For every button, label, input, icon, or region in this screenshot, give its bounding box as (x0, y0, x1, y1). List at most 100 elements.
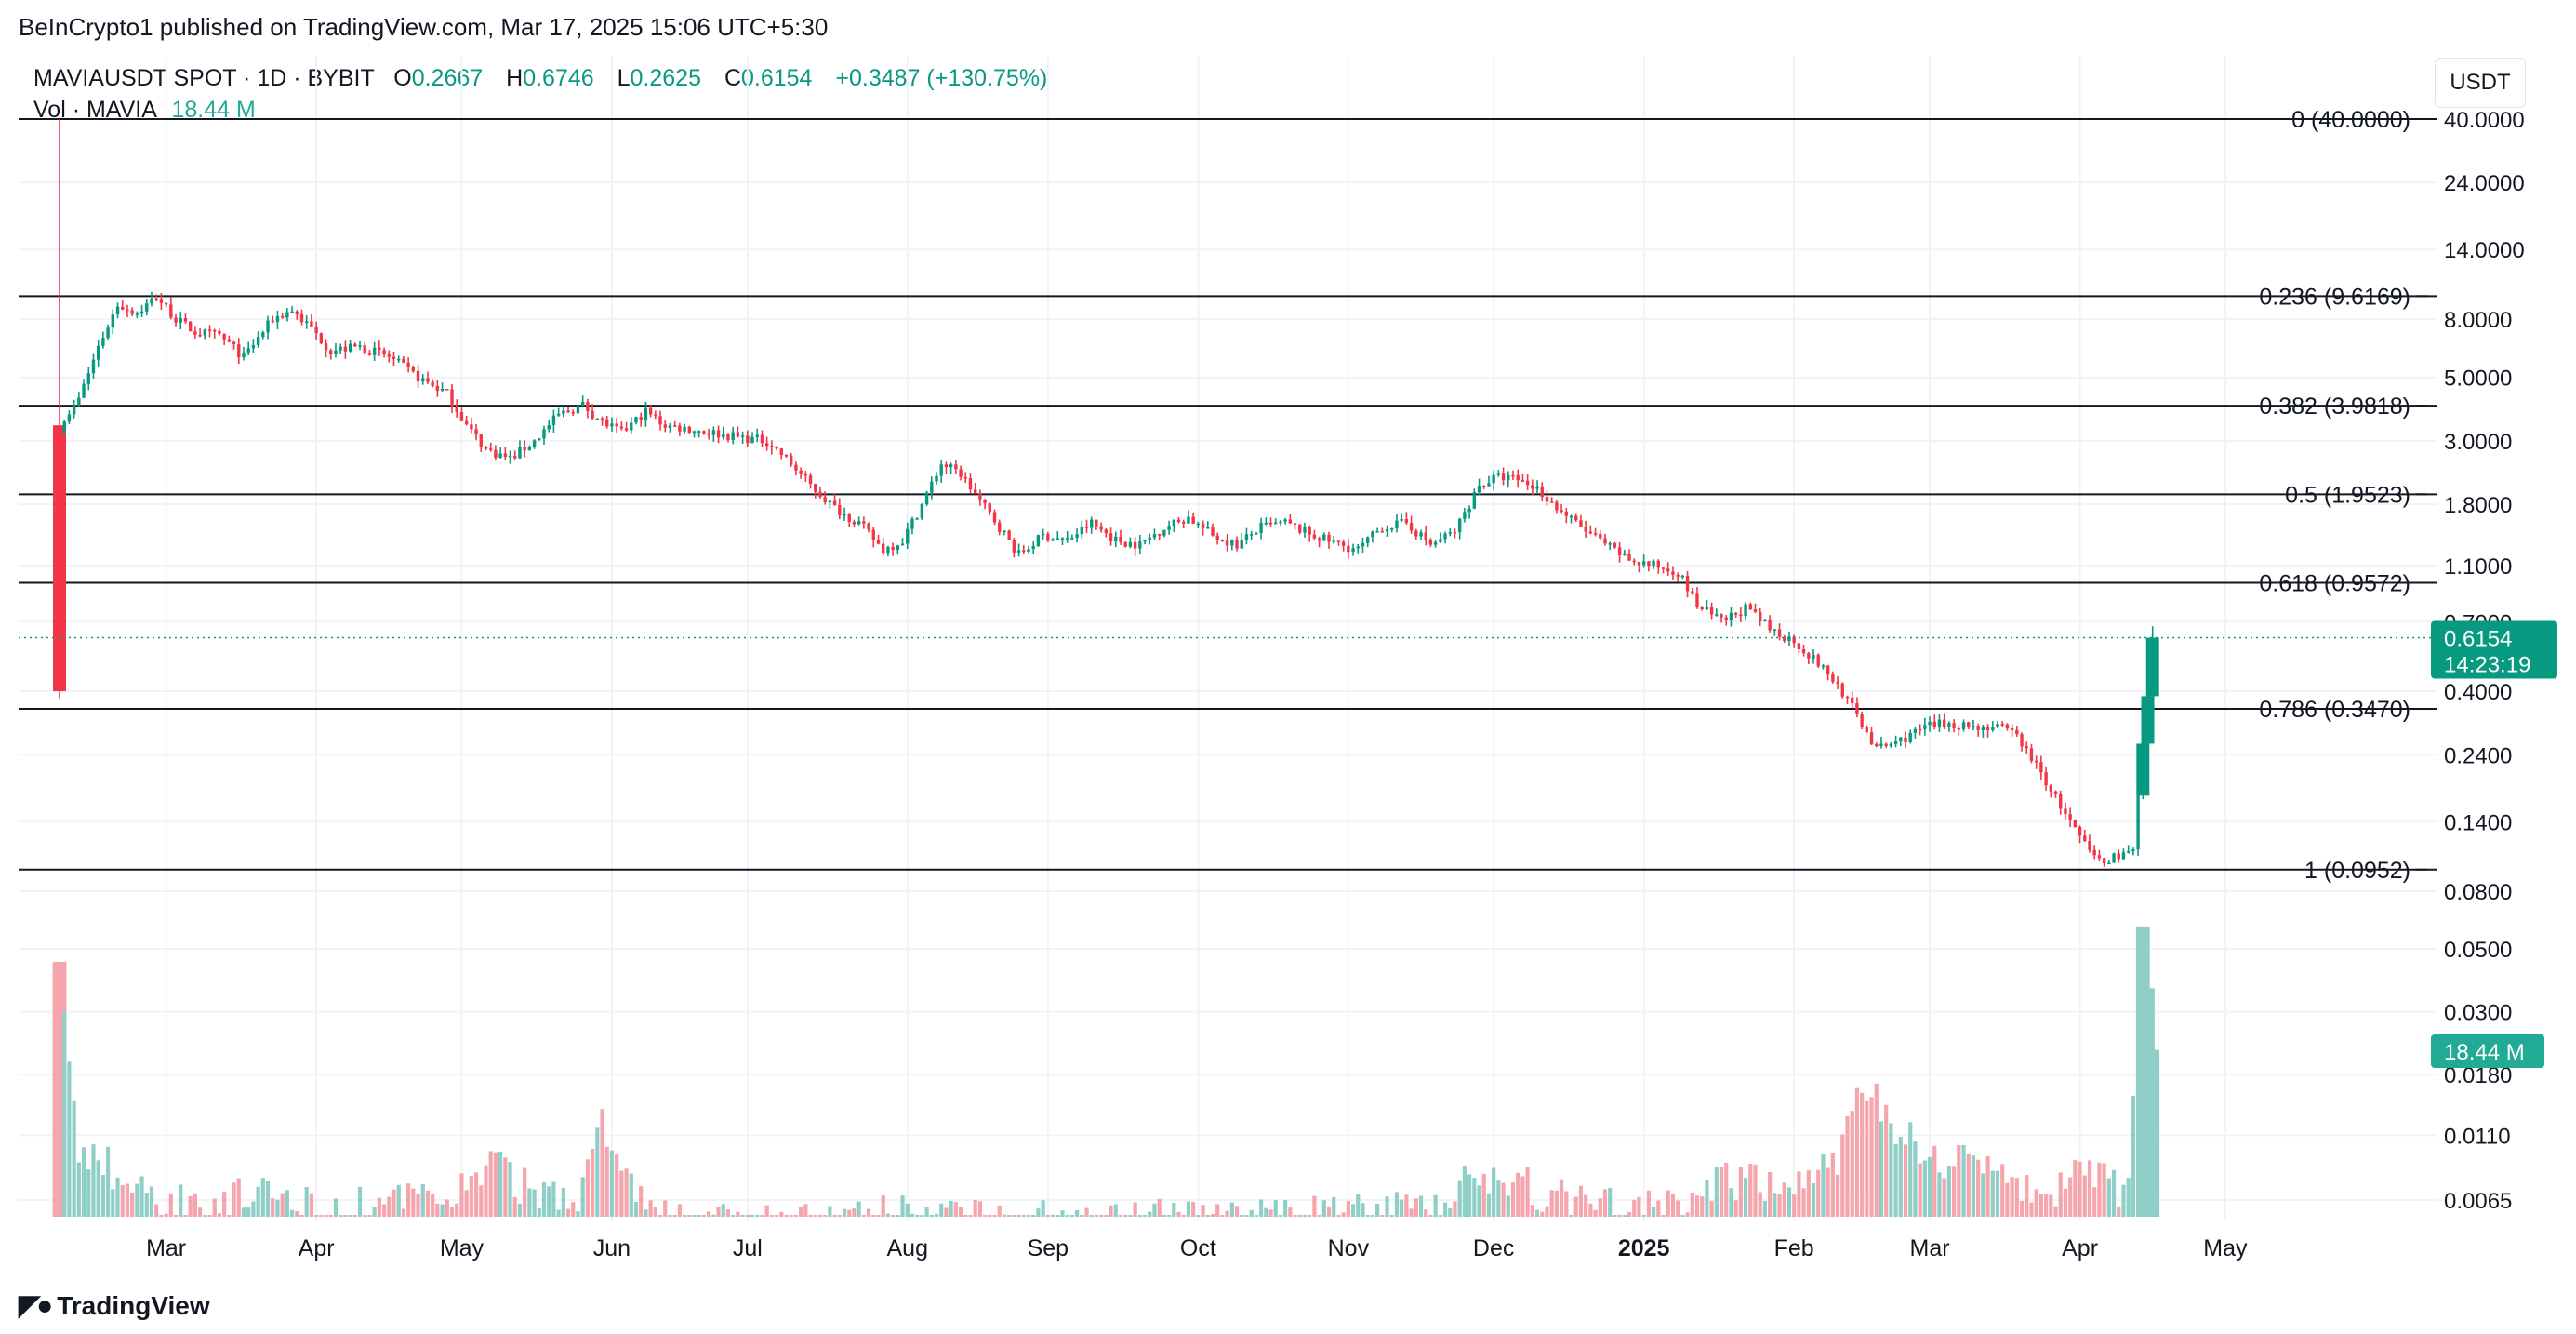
candle-body (1685, 575, 1690, 592)
candle-body (494, 449, 498, 458)
candle-body (1705, 607, 1709, 610)
candle-body (513, 455, 517, 459)
volume-bar (624, 1168, 629, 1217)
candle-body (227, 339, 232, 342)
candle-body (106, 327, 110, 339)
candle-body (1928, 721, 1932, 726)
volume-bar (2000, 1164, 2005, 1217)
candle-body (992, 512, 997, 523)
candle-body (1588, 531, 1593, 534)
volume-bar (1152, 1203, 1157, 1217)
volume-bar (523, 1167, 527, 1217)
candle-body (1308, 527, 1311, 535)
candle-body (1520, 480, 1525, 482)
volume-bar (1341, 1212, 1346, 1217)
volume-bar (493, 1152, 498, 1217)
candle-body (1031, 545, 1035, 550)
volume-bar (1021, 1215, 1026, 1217)
volume-bar (420, 1184, 425, 1217)
volume-bar (677, 1204, 682, 1217)
candle-body (218, 330, 221, 334)
candle-body (1501, 473, 1506, 481)
tradingview-logo[interactable]: ◤● TradingView (19, 1289, 210, 1322)
volume-bar (1370, 1215, 1375, 1217)
volume-bar (663, 1200, 668, 1217)
volume-bar (503, 1157, 508, 1217)
volume-bar (183, 1215, 188, 1217)
candle-body (2025, 746, 2028, 749)
candle-body (1322, 534, 1326, 541)
candle-body (1516, 475, 1520, 481)
candle-body (188, 321, 193, 332)
candle-body (179, 318, 182, 323)
volume-bar (367, 1215, 372, 1217)
candle-body (1783, 636, 1786, 641)
candle-body (1404, 519, 1409, 524)
volume-bar (232, 1182, 236, 1217)
candle-body (1419, 532, 1423, 537)
candle-body (687, 426, 691, 434)
volume-bar (1380, 1215, 1385, 1217)
volume-bar (1389, 1215, 1394, 1217)
volume-bar (2010, 1177, 2014, 1217)
candle-body (1884, 743, 1888, 746)
candle-body (305, 321, 309, 323)
candle-body (378, 347, 381, 351)
candle-body (1341, 541, 1346, 546)
candle-body (1143, 540, 1147, 542)
volume-bar (692, 1215, 697, 1217)
volume-bar (1569, 1215, 1573, 1217)
volume-bar (139, 1176, 144, 1217)
volume-bar (154, 1204, 159, 1217)
volume-bar (484, 1165, 488, 1217)
candle-body (1733, 612, 1738, 615)
candle-body (760, 434, 764, 444)
candle-body (2068, 814, 2072, 820)
volume-bar (469, 1176, 473, 1217)
candle-body (62, 421, 66, 434)
fib-label-0: 0 (40.0000) (2291, 107, 2410, 133)
volume-bar (687, 1215, 692, 1217)
volume-bar (1656, 1200, 1661, 1217)
candle-body (193, 331, 197, 335)
candle-body (1046, 533, 1050, 541)
x-tick-label: Oct (1180, 1235, 1216, 1261)
candle-body (886, 546, 890, 554)
volume-bar (1700, 1196, 1705, 1217)
candle-body (576, 406, 580, 414)
fibonacci-levels: 0 (40.0000) 0.236 (9.6169) 0.382 (3.9818) 0… (19, 107, 2437, 884)
currency-button[interactable]: USDT (2435, 58, 2526, 108)
candle-body (271, 320, 274, 323)
volume-bar (251, 1201, 256, 1217)
volume-bar (609, 1150, 615, 1217)
candle-body (498, 453, 502, 458)
candle-body (1104, 529, 1109, 534)
candle-body (91, 359, 96, 374)
candle-body (2039, 762, 2043, 773)
volume-bar (285, 1190, 289, 1217)
high-value: 0.6746 (523, 65, 594, 91)
candle-body (159, 299, 164, 303)
candle-body (1540, 486, 1544, 498)
candle-body (1477, 486, 1481, 493)
candle-body (580, 401, 585, 407)
volume-bar (1293, 1215, 1297, 1217)
candle-body (1937, 719, 1942, 727)
fib-label-0.5: 0.5 (1.9523) (2285, 482, 2410, 508)
volume-bar (1094, 1215, 1099, 1217)
candle-body (1211, 527, 1215, 536)
candle-body (527, 447, 532, 451)
candle-body (1608, 543, 1612, 545)
volume-bar (958, 1207, 963, 1217)
volume-bar (1501, 1182, 1506, 1217)
candle-body (1496, 473, 1501, 475)
candle-body (139, 311, 144, 314)
candle-body (2145, 637, 2159, 697)
volume-bar (1573, 1196, 1578, 1217)
volume-bar (479, 1185, 484, 1217)
volume-bar (750, 1215, 755, 1217)
volume-bar (1486, 1193, 1492, 1217)
symbol-label[interactable]: MAVIAUSDT SPOT · 1D · BYBIT (33, 65, 375, 91)
candle-body (1787, 636, 1791, 641)
